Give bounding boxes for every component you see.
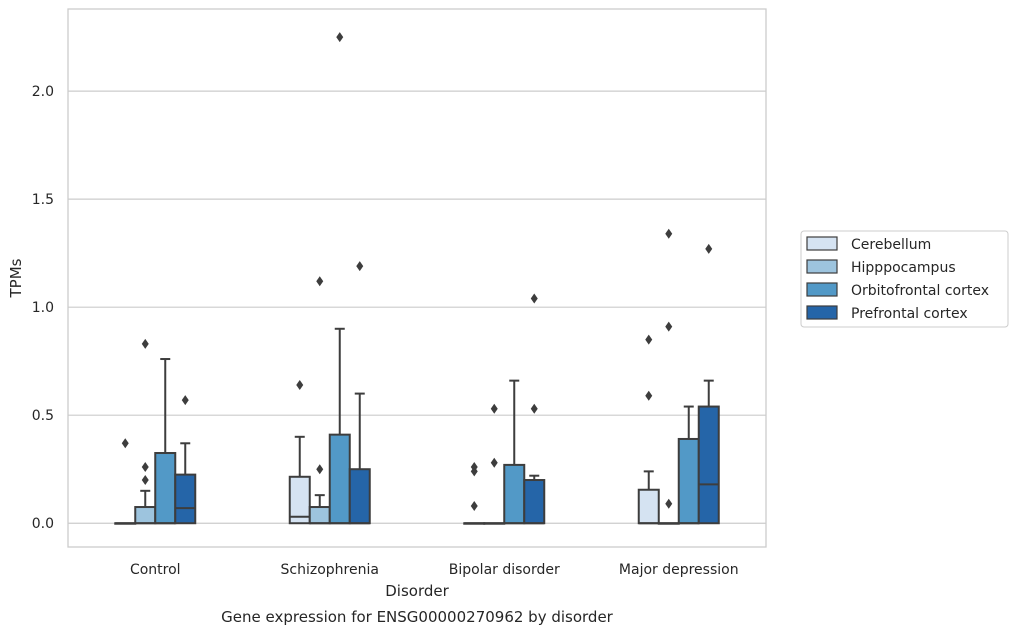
legend-label: Cerebellum — [851, 237, 931, 253]
outlier-point — [665, 498, 673, 509]
y-tick-label: 0.5 — [32, 408, 54, 424]
x-tick-label: Major depression — [619, 562, 739, 578]
legend-label: Hipppocampus — [851, 260, 956, 276]
y-tick-label: 0.0 — [32, 516, 54, 532]
box-3-0 — [637, 334, 660, 525]
outlier-point — [141, 475, 149, 486]
y-tick-label: 2.0 — [32, 84, 54, 100]
legend-label: Prefrontal cortex — [851, 306, 968, 322]
box-body — [523, 479, 546, 525]
box-body — [134, 506, 157, 525]
box-1-3 — [348, 261, 371, 525]
legend-frame — [800, 230, 1009, 328]
legend-swatch — [806, 259, 838, 274]
box-2-0 — [463, 462, 486, 525]
box-0-1 — [134, 338, 157, 525]
x-tick-label: Control — [130, 562, 181, 578]
y-tick-label: 1.0 — [32, 300, 54, 316]
box-1-2 — [328, 32, 351, 525]
box-3-3 — [697, 243, 720, 525]
legend-swatch — [806, 282, 838, 297]
box-2-3 — [523, 293, 546, 525]
outlier-point — [181, 395, 189, 406]
outlier-point — [645, 334, 653, 345]
y-tick-label: 1.5 — [32, 192, 54, 208]
box-body — [677, 437, 700, 525]
legend-label: Orbitofrontal cortex — [851, 283, 989, 299]
outlier-point — [530, 293, 538, 304]
outlier-point — [296, 379, 304, 390]
box-series — [114, 32, 720, 525]
outlier-point — [316, 276, 324, 287]
box-body — [174, 473, 197, 525]
box-body — [308, 506, 331, 525]
box-0-3 — [174, 395, 197, 525]
box-body — [637, 488, 660, 525]
outlier-point — [665, 228, 673, 239]
box-body — [697, 405, 720, 525]
box-body — [154, 452, 177, 525]
legend-swatch — [806, 305, 838, 320]
box-0-2 — [154, 358, 177, 525]
x-tick-label: Bipolar disorder — [449, 562, 560, 578]
chart-title: Gene expression for ENSG00000270962 by d… — [221, 608, 614, 626]
box-1-0 — [288, 379, 311, 525]
outlier-point — [490, 403, 498, 414]
x-axis-label: Disorder — [385, 582, 449, 600]
outlier-point — [705, 243, 713, 254]
outlier-point — [356, 261, 364, 272]
legend: Cerebellum Hipppocampus Orbitofrontal cort… — [800, 230, 1009, 328]
outlier-point — [316, 464, 324, 475]
outlier-point — [665, 321, 673, 332]
outlier-point — [490, 457, 498, 468]
x-axis-ticks: Control Schizophrenia Bipolar disorder Majo… — [130, 562, 739, 578]
outlier-point — [336, 32, 344, 43]
outlier-point — [121, 438, 129, 449]
box-body — [503, 463, 526, 525]
outlier-point — [470, 500, 478, 511]
outlier-point — [530, 403, 538, 414]
outlier-point — [141, 462, 149, 473]
box-body — [348, 468, 371, 525]
y-axis-label: TPMs — [7, 258, 25, 298]
outlier-point — [470, 462, 478, 473]
box-2-2 — [503, 379, 526, 525]
y-axis-ticks: 0.0 0.5 1.0 1.5 2.0 — [32, 84, 54, 532]
box-body — [288, 475, 311, 525]
x-tick-label: Schizophrenia — [281, 562, 379, 578]
legend-swatch — [806, 236, 838, 251]
outlier-point — [141, 338, 149, 349]
box-body — [328, 433, 351, 525]
outlier-point — [645, 390, 653, 401]
